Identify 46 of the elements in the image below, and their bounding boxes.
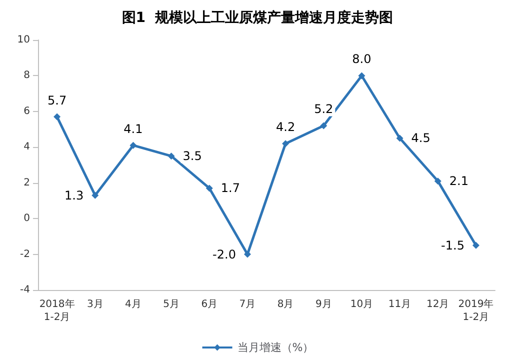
data-label: 5.2 [314,102,334,116]
data-label: 1.3 [64,188,84,202]
point [434,178,442,185]
point [54,113,61,120]
point [168,152,175,160]
y-tick-label: 10 [17,34,30,46]
chart-title: 图1 规模以上工业原煤产量增速月度走势图 [122,9,394,26]
point [282,140,290,148]
data-label: 1.7 [220,181,240,196]
y-tick-label: 0 [24,213,30,224]
x-tick-label: 4月 [125,299,142,310]
data-label: -2.0 [212,247,236,262]
point [92,192,99,199]
point [130,142,137,149]
point [206,184,213,192]
x-tick-label: 6月 [201,299,218,310]
x-tick-label: 12月 [426,299,450,310]
legend-label: 当月增速（%） [237,341,314,354]
y-tick-label: 4 [24,142,30,153]
x-tick-label: 7月 [239,299,256,310]
point [472,242,480,249]
data-label: 2.1 [449,174,468,188]
point [320,122,328,130]
x-tick-label: 11月 [388,299,412,310]
data-label: 5.7 [47,93,67,108]
x-tick-label: 2018年 1-2月 [39,298,75,323]
data-label: 4.2 [276,120,296,134]
x-tick-label: 3月 [86,299,104,310]
y-tick-label: 8 [24,70,30,82]
point [396,134,404,142]
point [244,250,251,258]
y-tick-label: 2 [24,177,30,188]
data-label: 3.5 [182,149,202,164]
y-tick-label: -4 [20,284,30,296]
data-label: 4.5 [411,131,430,146]
y-tick-label: 6 [24,106,30,117]
data-label: 4.1 [124,122,143,136]
y-tick-label: -2 [20,248,30,260]
x-tick-label: 9月 [315,299,332,310]
data-label: -1.5 [441,238,464,252]
x-tick-label: 5月 [163,299,180,310]
x-tick-label: 10月 [350,299,374,310]
point [358,72,366,80]
x-tick-label: 2019年 1-2月 [458,298,494,323]
x-tick-label: 8月 [277,299,294,310]
data-label: 8.0 [352,52,372,66]
